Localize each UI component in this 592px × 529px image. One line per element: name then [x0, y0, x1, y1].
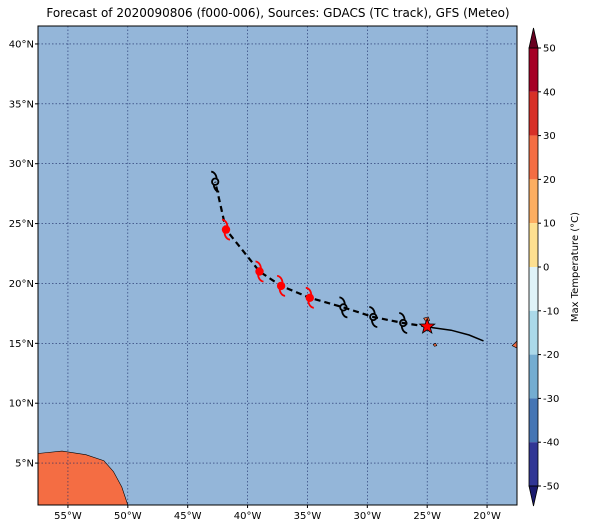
- lat-tick-label: 20°N: [9, 279, 34, 290]
- colorbar-tick-label: -10: [543, 306, 559, 317]
- land-south-america-coast: [38, 450, 129, 505]
- lon-tick-label: 50°W: [114, 511, 142, 522]
- lat-tick-label: 30°N: [9, 159, 34, 170]
- hurricane-icon: [305, 286, 314, 309]
- lon-tick-label: 45°W: [174, 511, 202, 522]
- lon-tick-label: 35°W: [294, 511, 322, 522]
- colorbar-band: [529, 398, 538, 443]
- colorbar-tick-label: 0: [543, 263, 549, 274]
- colorbar-band: [529, 48, 538, 92]
- colorbar-band: [529, 223, 538, 267]
- map-area: 55°W 50°W 45°W 40°W 35°W 30°W 25°W 20°W 5°N 10°N 1…: [9, 25, 518, 522]
- colorbar-band: [529, 354, 538, 399]
- tropical-storm-icon: [211, 170, 220, 193]
- land-cape-verde-fogo: [432, 342, 438, 347]
- lon-tick-label: 25°W: [413, 511, 441, 522]
- colorbar-tick-label: 40: [543, 87, 556, 98]
- tropical-storm-icon: [399, 312, 408, 334]
- colorbar-band: [529, 310, 538, 355]
- colorbar-tick-label: 30: [543, 131, 556, 142]
- colorbar-tick-label: -20: [543, 350, 559, 361]
- tropical-storm-icon: [339, 296, 348, 319]
- colorbar-extend-bottom: [528, 485, 539, 507]
- colorbar-tick-label: -40: [543, 438, 559, 449]
- map-frame: [37, 25, 518, 506]
- current-position-star-icon: [418, 317, 436, 334]
- lat-tick-label: 25°N: [9, 219, 34, 230]
- lat-tick-label: 40°N: [9, 39, 34, 50]
- colorbar-band: [529, 179, 538, 224]
- tropical-storm-icon: [369, 306, 378, 328]
- chart-title: Forecast of 2020090806 (f000-006), Sourc…: [46, 6, 510, 20]
- colorbar-tick-label: 20: [543, 175, 556, 186]
- lat-tick-label: 35°N: [9, 99, 34, 110]
- colorbar-band: [529, 442, 538, 486]
- lat-tick-label: 10°N: [9, 399, 34, 410]
- lon-tick-label: 55°W: [54, 511, 82, 522]
- lat-tick-label: 5°N: [15, 459, 34, 470]
- colorbar-tick-label: 50: [543, 44, 556, 55]
- lon-tick-label: 40°W: [234, 511, 262, 522]
- lat-tick-label: 15°N: [9, 339, 34, 350]
- hurricane-icon: [221, 218, 231, 241]
- colorbar-tick-label: -50: [543, 482, 559, 493]
- colorbar-tick-label: -30: [543, 394, 559, 405]
- colorbar-extend-top: [528, 27, 539, 49]
- colorbar-band: [529, 267, 538, 311]
- hurricane-icon: [276, 274, 286, 297]
- colorbar-band: [529, 91, 538, 136]
- colorbar-band: [529, 135, 538, 180]
- lon-tick-label: 30°W: [354, 511, 382, 522]
- lon-tick-label: 20°W: [473, 511, 501, 522]
- ocean-background: [38, 26, 517, 505]
- colorbar-label: Max Temperature (°C): [570, 212, 581, 322]
- hurricane-icon: [255, 260, 264, 283]
- colorbar: 50 40 30 20 10 0 -10 -20 -30 -40 -50 Max Temperatur…: [528, 27, 581, 507]
- colorbar-tick-label: 10: [543, 219, 556, 230]
